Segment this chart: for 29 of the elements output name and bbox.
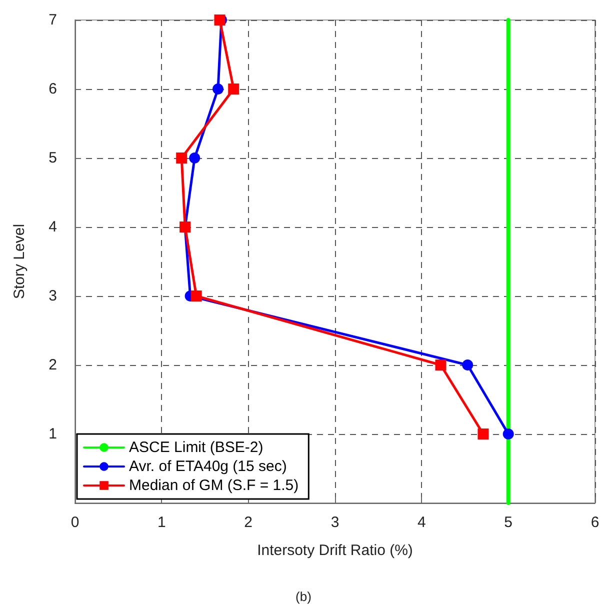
point	[478, 428, 489, 440]
point	[212, 84, 224, 94]
x-tick-label: 5	[504, 514, 513, 531]
x-tick-label: 2	[244, 514, 253, 531]
y-tick-label: 3	[48, 288, 57, 304]
point	[228, 84, 240, 94]
point	[435, 360, 446, 370]
legend-label: Avr. of ETA40g (15 sec)	[129, 458, 287, 475]
x-tick-label: 6	[590, 514, 600, 531]
y-tick-label: 4	[48, 218, 57, 236]
point	[189, 152, 200, 164]
y-tick-label: 5	[48, 150, 57, 166]
y-tick-label: 2	[48, 356, 57, 374]
point	[176, 152, 188, 164]
y-axis-title: Story Level	[11, 224, 28, 300]
x-tick-label: 1	[157, 514, 166, 531]
x-axis-title: Intersoty Drift Ratio (%)	[257, 542, 413, 559]
legend-label: ASCE Limit (BSE-2)	[129, 439, 264, 456]
y-tick-label: 6	[48, 80, 57, 98]
x-tick-label: 4	[417, 514, 426, 531]
y-tick-label: 7	[48, 12, 57, 28]
point	[462, 360, 474, 370]
point	[502, 428, 514, 440]
y-tick-label: 1	[48, 426, 57, 442]
legend-label: Median of GM (S.F = 1.5)	[129, 477, 299, 494]
text: (b)	[296, 589, 312, 604]
x-tick-label: 0	[70, 514, 80, 531]
point	[190, 290, 202, 302]
x-tick-label: 3	[330, 514, 340, 531]
